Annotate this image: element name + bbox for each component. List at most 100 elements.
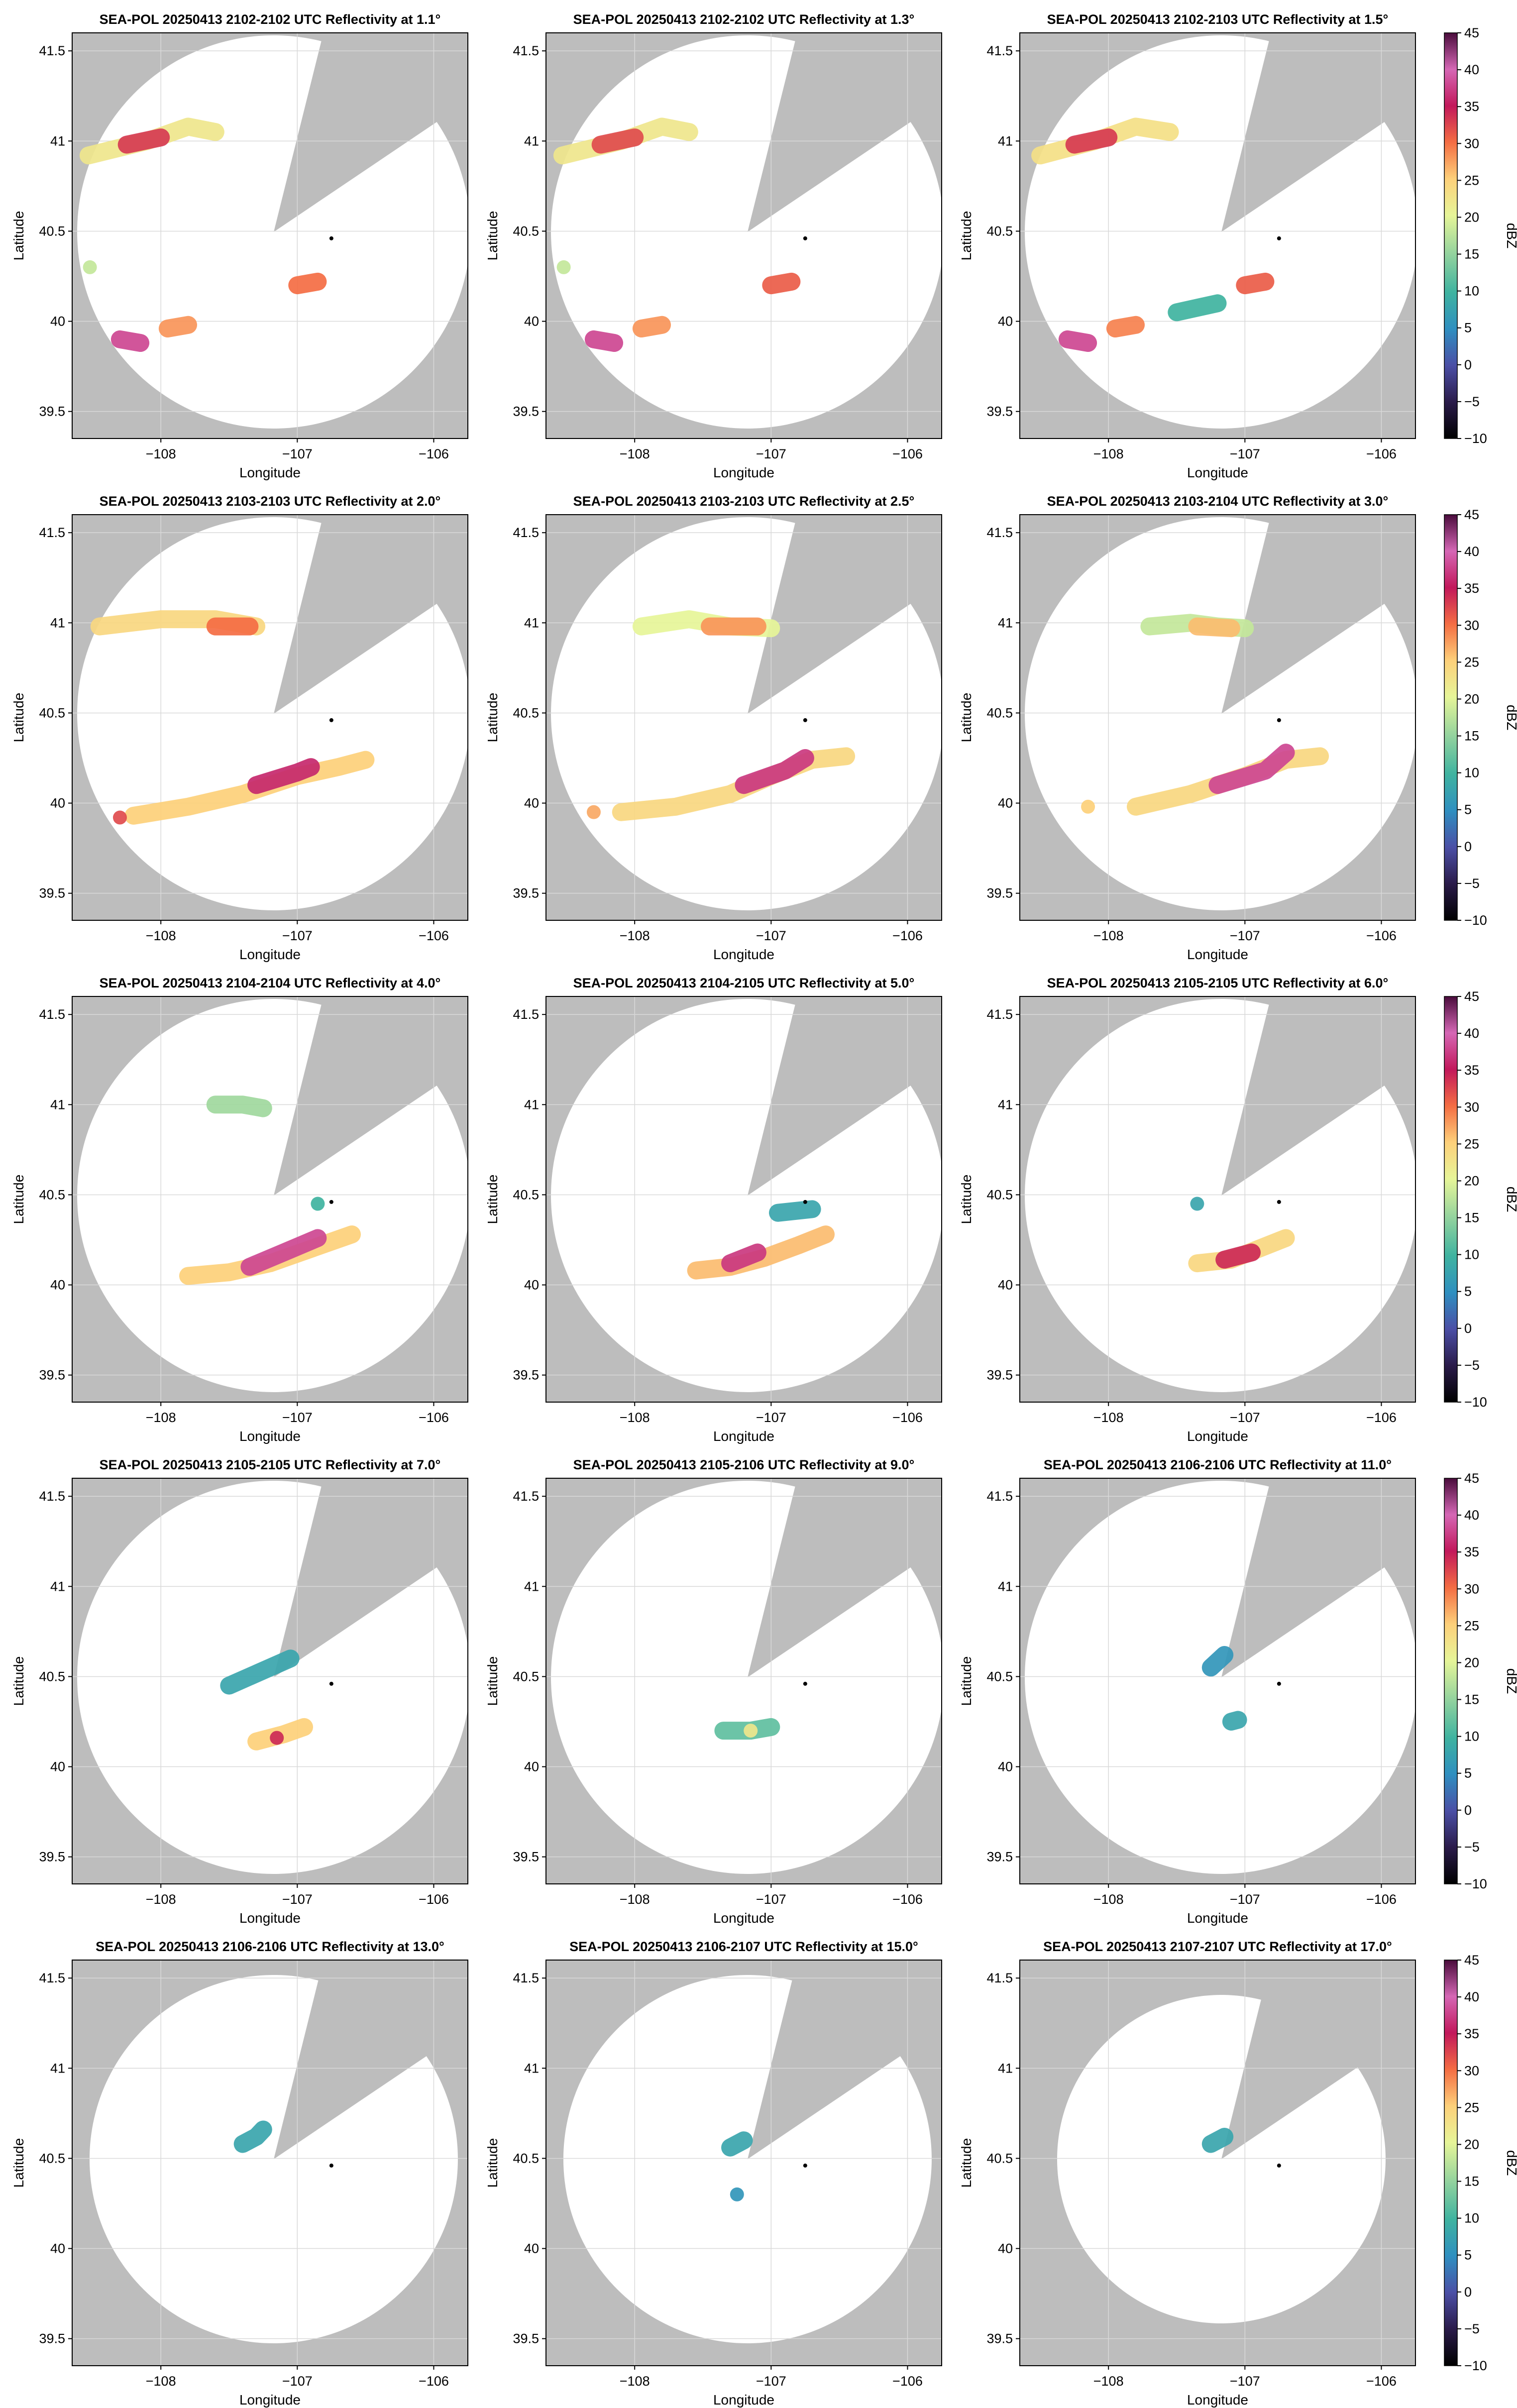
y-tick-label: 39.5: [39, 886, 65, 901]
plot-frame: [1019, 1478, 1416, 1884]
y-tick-label: 40.5: [513, 2151, 539, 2166]
radar-coverage-area: [1025, 517, 1415, 910]
reflectivity-echo: [83, 260, 97, 274]
x-tick-label: −106: [419, 446, 449, 461]
x-tick-label: −108: [620, 928, 650, 943]
x-axis-label: Longitude: [713, 465, 774, 480]
reflectivity-echo: [1201, 1646, 1234, 1677]
y-tick-label: 40: [50, 2241, 65, 2256]
y-tick-label: 41: [998, 615, 1013, 630]
y-tick-label: 41: [998, 2061, 1013, 2076]
panel-title: SEA-POL 20250413 2102-2103 UTC Reflectiv…: [1047, 12, 1389, 27]
y-tick-label: 41.5: [39, 1489, 65, 1504]
x-tick-label: −108: [146, 1410, 176, 1425]
colorbar-tick-label: 35: [1464, 99, 1479, 114]
y-tick-label: 39.5: [39, 1850, 65, 1864]
colorbar-tick-label: 35: [1464, 2026, 1479, 2041]
plot-frame: [72, 32, 468, 439]
radar-coverage-area: [563, 1975, 932, 2344]
panel-title: SEA-POL 20250413 2103-2103 UTC Reflectiv…: [573, 494, 915, 509]
panel-title: SEA-POL 20250413 2102-2102 UTC Reflectiv…: [100, 12, 441, 27]
plot-area: [546, 1960, 942, 2366]
plot-area: [1020, 33, 1415, 438]
reflectivity-echo: [584, 330, 624, 352]
x-tick-label: −106: [1366, 446, 1397, 461]
x-tick-label: −106: [892, 2374, 923, 2389]
y-tick-label: 40.5: [513, 1187, 539, 1202]
x-tick-label: −108: [620, 2374, 650, 2389]
plot-area: [1020, 996, 1415, 1402]
plot-frame: [1019, 32, 1416, 439]
y-tick-label: 41: [524, 1097, 539, 1112]
y-tick-label: 41: [998, 1579, 1013, 1594]
x-axis-label: Longitude: [239, 1910, 301, 1926]
x-axis-label: Longitude: [1187, 2392, 1248, 2408]
colorbar-tick-label: 0: [1464, 839, 1472, 854]
y-tick-label: 40: [998, 2241, 1013, 2256]
y-tick-label: 40.5: [39, 2151, 65, 2166]
y-tick-label: 39.5: [513, 1368, 539, 1383]
x-tick-label: −106: [1366, 2374, 1397, 2389]
y-tick-label: 40: [50, 796, 65, 811]
panel-title: SEA-POL 20250413 2103-2103 UTC Reflectiv…: [100, 494, 441, 509]
plot-area: [72, 1478, 468, 1884]
x-tick-label: −107: [756, 928, 786, 943]
x-tick-label: −108: [620, 446, 650, 461]
x-tick-label: −107: [282, 1892, 313, 1907]
panel-title: SEA-POL 20250413 2103-2104 UTC Reflectiv…: [1047, 494, 1389, 509]
plot-frame: [545, 32, 942, 439]
x-tick-label: −108: [1093, 2374, 1124, 2389]
y-axis-label: Latitude: [485, 2138, 500, 2188]
radar-panel: SEA-POL 20250413 2104-2104 UTC Reflectiv…: [11, 976, 468, 1444]
x-tick-label: −106: [1366, 928, 1397, 943]
colorbar-tick-label: −10: [1464, 913, 1487, 928]
colorbar-gradient: [1444, 514, 1458, 921]
panel-grid: SEA-POL 20250413 2102-2102 UTC Reflectiv…: [11, 12, 1517, 2408]
y-tick-label: 41.5: [513, 43, 539, 58]
x-axis-label: Longitude: [713, 1910, 774, 1926]
colorbar-tick-label: 0: [1464, 1803, 1472, 1818]
y-tick-label: 39.5: [39, 1368, 65, 1383]
y-tick-label: 39.5: [513, 1850, 539, 1864]
y-tick-label: 40.5: [39, 1669, 65, 1684]
y-tick-label: 40: [524, 314, 539, 329]
radar-coverage-area: [1025, 998, 1415, 1392]
panel-title: SEA-POL 20250413 2106-2107 UTC Reflectiv…: [569, 1939, 918, 1954]
y-tick-label: 40.5: [986, 1669, 1013, 1684]
x-tick-label: −107: [756, 2374, 786, 2389]
colorbar-tick-label: 25: [1464, 1618, 1479, 1633]
radar-panel: SEA-POL 20250413 2107-2107 UTC Reflectiv…: [959, 1939, 1517, 2408]
radar-panel: SEA-POL 20250413 2102-2102 UTC Reflectiv…: [11, 12, 468, 480]
reflectivity-echo: [721, 1243, 766, 1273]
y-tick-label: 41.5: [986, 1007, 1013, 1022]
colorbar-tick-label: 10: [1464, 1247, 1479, 1262]
y-tick-label: 39.5: [986, 404, 1013, 419]
colorbar-tick-label: 40: [1464, 1508, 1479, 1523]
reflectivity-echo: [556, 260, 571, 274]
reflectivity-echo: [288, 272, 327, 295]
reflectivity-echo: [110, 330, 150, 352]
colorbar-tick-label: 0: [1464, 2285, 1472, 2299]
x-axis-label: Longitude: [239, 947, 301, 962]
colorbar-tick-label: 20: [1464, 2137, 1479, 2152]
x-axis-label: Longitude: [239, 2392, 301, 2408]
plot-frame: [545, 1478, 942, 1884]
y-tick-label: 40: [524, 1759, 539, 1774]
colorbar-tick-label: 15: [1464, 1210, 1479, 1225]
plot-frame: [72, 514, 468, 921]
radar-site-marker: [1277, 1681, 1281, 1686]
plot-area: [72, 515, 468, 920]
radar-panel: SEA-POL 20250413 2106-2107 UTC Reflectiv…: [485, 1939, 942, 2408]
plot-area: [1020, 1478, 1415, 1884]
y-tick-label: 40.5: [986, 1187, 1013, 1202]
colorbar-tick-label: −10: [1464, 2358, 1487, 2373]
radar-site-marker: [803, 1200, 807, 1204]
x-axis-label: Longitude: [1187, 947, 1248, 962]
radar-panel: SEA-POL 20250413 2106-2106 UTC Reflectiv…: [959, 1457, 1517, 1926]
colorbar-label: dBZ: [1504, 223, 1517, 248]
radar-panel: SEA-POL 20250413 2105-2106 UTC Reflectiv…: [485, 1457, 942, 1926]
x-axis-label: Longitude: [239, 465, 301, 480]
x-tick-label: −107: [1230, 2374, 1260, 2389]
colorbar-tick-label: −10: [1464, 1876, 1487, 1891]
radar-site-marker: [329, 718, 333, 722]
